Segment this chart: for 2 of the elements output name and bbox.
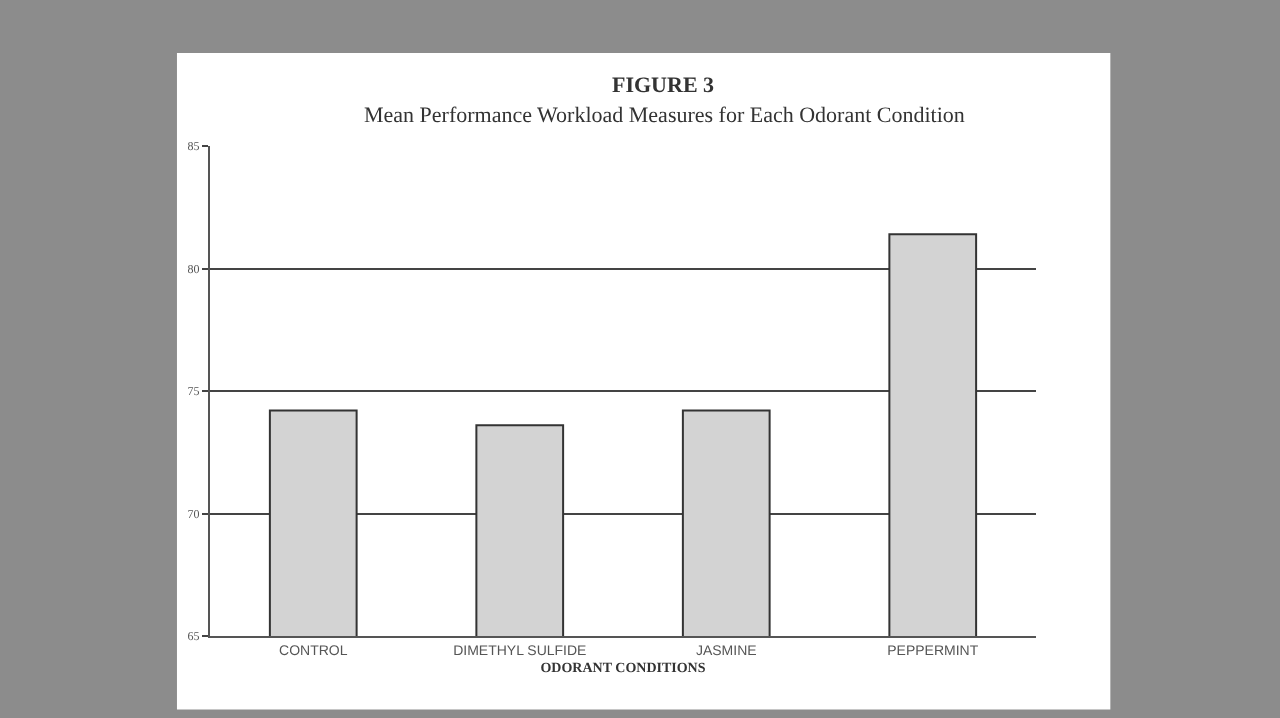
chart-title: FIGURE 3 — [612, 74, 716, 98]
chart-subtitle: Mean Performance Workload Measures for Each Odorant Condition — [364, 104, 966, 128]
